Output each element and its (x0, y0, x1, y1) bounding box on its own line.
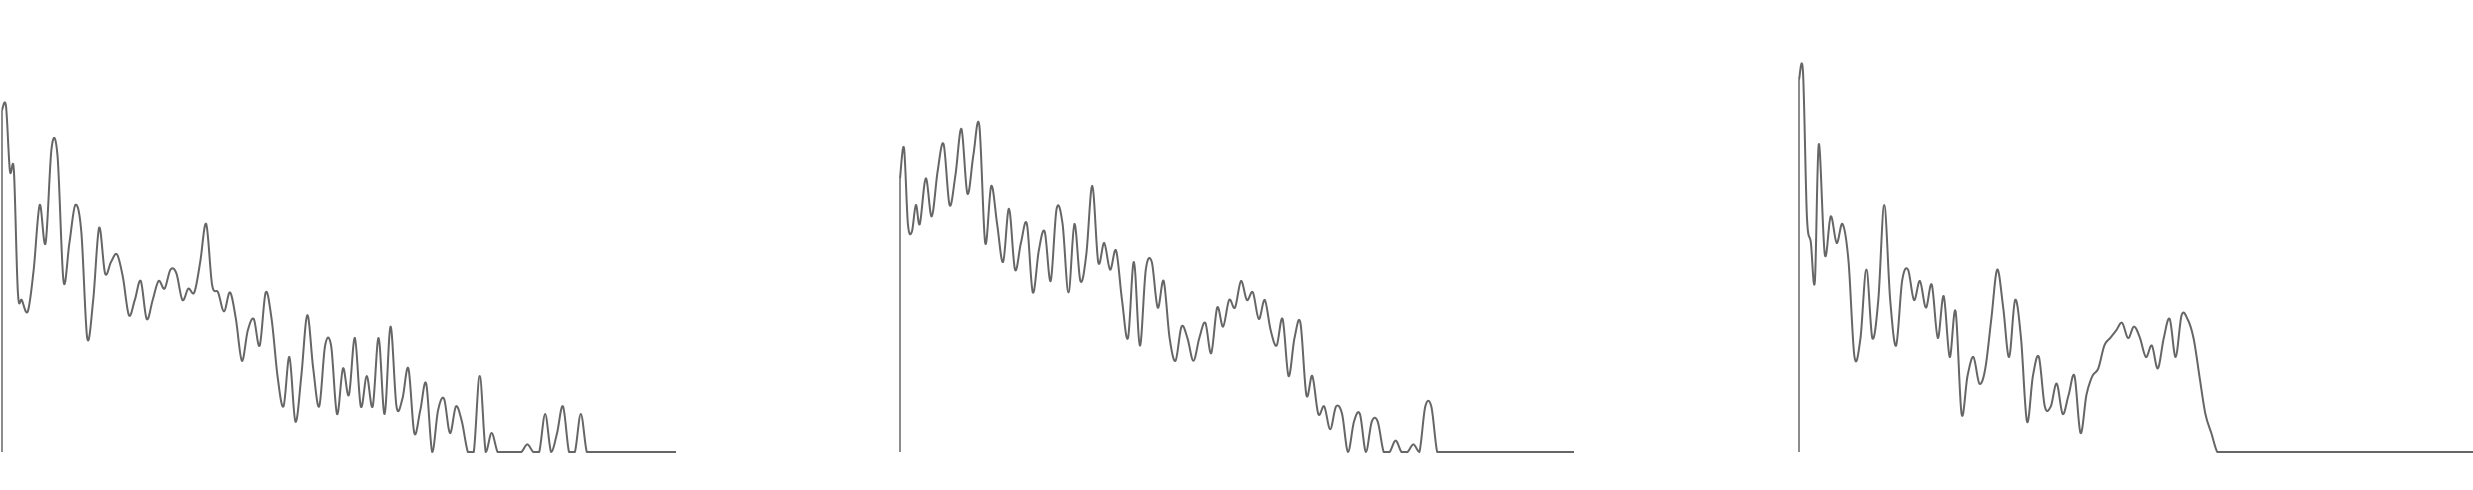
waveform-chart-1 (0, 0, 700, 490)
waveform-chart-3 (1797, 0, 2473, 490)
waveform-svg-1 (1, 101, 676, 453)
waveform-svg-2 (899, 120, 1574, 453)
waveform-series-line (1, 101, 676, 453)
waveform-svg-3 (1798, 62, 2473, 453)
waveform-series-line (1798, 62, 2473, 453)
waveform-chart-2 (898, 0, 1598, 490)
waveform-series-line (899, 120, 1574, 453)
